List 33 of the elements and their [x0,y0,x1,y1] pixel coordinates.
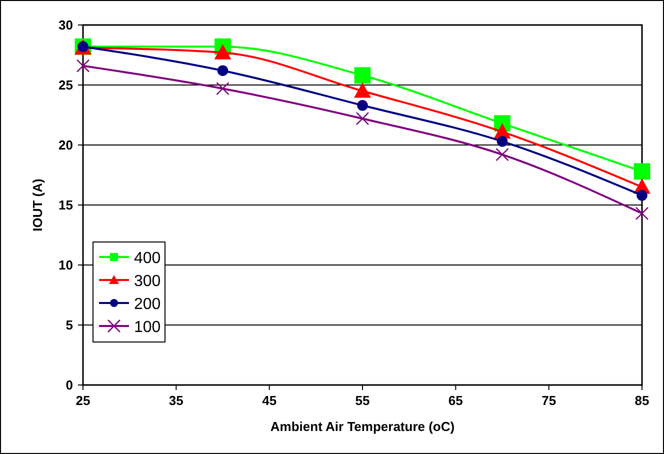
x-tick-label: 25 [76,393,90,408]
legend-label: 200 [134,296,161,313]
x-tick-label: 55 [355,393,370,408]
point [76,59,90,72]
x-tick-label: 75 [542,393,556,408]
point [214,44,232,60]
y-tick-label: 10 [58,258,73,272]
point [354,82,371,98]
point [496,136,508,147]
x-axis-title: Ambient Air Temperature (oC) [270,419,455,434]
y-tick-label: 25 [58,78,73,92]
point [496,148,509,162]
x-tick-label: 65 [448,393,463,408]
point [356,112,370,126]
x-tick-label: 35 [168,393,184,408]
point [635,206,649,220]
y-tick-label: 15 [58,198,73,212]
point [636,190,648,201]
point [357,100,368,111]
legend-label: 300 [134,273,161,290]
point [217,65,228,76]
y-tick-label: 30 [58,18,73,32]
x-tick-label: 45 [262,393,277,408]
point [216,82,230,96]
point [354,67,371,84]
legend-label: 100 [134,319,161,336]
x-tick-label: 85 [634,393,650,408]
y-tick-label: 0 [66,378,73,392]
y-axis-title: IOUT (A) [30,178,45,232]
legend-label: 400 [134,250,161,267]
point [634,163,650,180]
y-tick-label: 20 [58,138,73,152]
y-tick-label: 5 [66,318,73,332]
